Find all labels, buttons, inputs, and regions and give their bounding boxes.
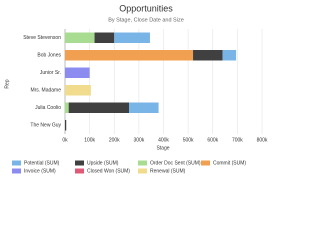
x-tick-label: 700k bbox=[232, 137, 243, 143]
x-tick-label: 300k bbox=[133, 137, 144, 143]
legend-label: Closed Won (SUM) bbox=[87, 168, 130, 174]
chart-subtitle: By Stage, Close Date and Size bbox=[108, 17, 184, 23]
legend-label: Commit (SUM) bbox=[213, 160, 246, 166]
x-tick-label: 200k bbox=[109, 137, 120, 143]
y-tick-label: Junior Sr. bbox=[40, 70, 61, 76]
bar-segment bbox=[65, 85, 91, 96]
legend-swatch bbox=[201, 160, 210, 166]
y-tick-label: Mrs. Madame bbox=[30, 88, 61, 94]
legend-label: Renewal (SUM) bbox=[150, 168, 186, 174]
x-tick-label: 100k bbox=[84, 137, 95, 143]
legend-label: Invoice (SUM) bbox=[24, 168, 56, 174]
y-tick-label: Julia Coolio bbox=[35, 105, 61, 111]
x-tick-label: 0k bbox=[62, 137, 68, 143]
y-axis-label: Rep bbox=[4, 79, 10, 88]
bar-segment bbox=[68, 102, 130, 113]
y-tick-label: The New Guy bbox=[30, 123, 61, 129]
bar-segment bbox=[65, 120, 67, 131]
x-tick-label: 500k bbox=[183, 137, 194, 143]
y-tick-label: Bob Jones bbox=[37, 53, 61, 59]
bar-segment bbox=[193, 50, 223, 61]
legend-swatch bbox=[12, 160, 21, 166]
legend-swatch bbox=[138, 168, 147, 174]
bar-segment bbox=[94, 32, 115, 43]
legend-label: Order Doc Sent (SUM) bbox=[150, 160, 201, 166]
x-tick-label: 800k bbox=[257, 137, 268, 143]
y-tick-label: Steve Stevenson bbox=[23, 35, 61, 41]
x-tick-label: 400k bbox=[158, 137, 169, 143]
chart: Opportunities By Stage, Close Date and S… bbox=[4, 3, 268, 174]
legend-swatch bbox=[12, 168, 21, 174]
legend-swatch bbox=[75, 160, 84, 166]
legend-label: Upside (SUM) bbox=[87, 160, 119, 166]
bar-segment bbox=[114, 32, 150, 43]
x-tick-label: 600k bbox=[207, 137, 218, 143]
x-axis-label: Stage bbox=[156, 145, 169, 151]
bar-segment bbox=[65, 102, 69, 113]
legend-swatch bbox=[138, 160, 147, 166]
bar-segment bbox=[65, 50, 194, 61]
legend-swatch bbox=[75, 168, 84, 174]
legend-label: Potential (SUM) bbox=[24, 160, 60, 166]
bar-segment bbox=[222, 50, 237, 61]
chart-title: Opportunities bbox=[119, 3, 173, 13]
bar-segment bbox=[65, 67, 90, 78]
bar-segment bbox=[65, 32, 95, 43]
bar-segment bbox=[129, 102, 159, 113]
